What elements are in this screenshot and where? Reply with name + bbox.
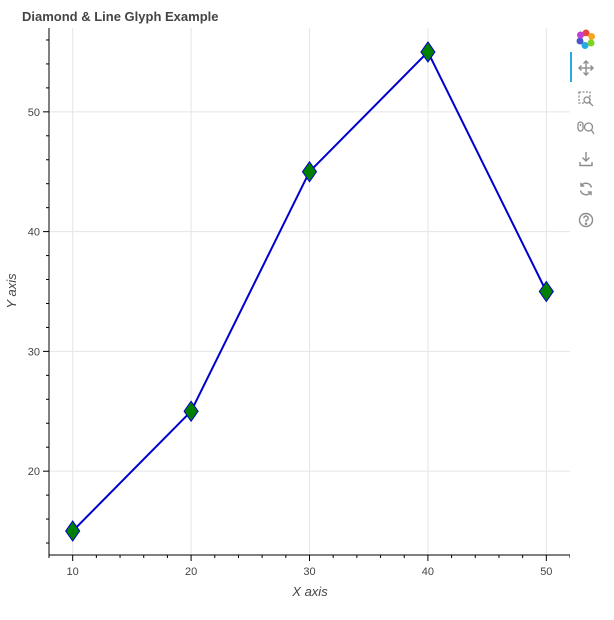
x-tick-label: 40	[422, 566, 434, 578]
wheel-zoom-icon[interactable]	[570, 115, 602, 141]
help-icon[interactable]	[570, 207, 602, 233]
x-tick-label: 20	[185, 566, 197, 578]
x-tick-label: 10	[67, 566, 79, 578]
box-zoom-icon[interactable]	[570, 86, 602, 112]
x-axis-ticks: 10 20 30 40 50	[48, 555, 570, 578]
y-tick-label: 50	[28, 107, 40, 119]
chart-title: Diamond & Line Glyph Example	[22, 9, 218, 24]
save-icon[interactable]	[570, 146, 602, 172]
diamond-point	[420, 41, 436, 63]
x-axis-label: X axis	[291, 584, 328, 599]
x-tick-label: 50	[540, 566, 552, 578]
y-tick-label: 30	[28, 346, 40, 358]
active-tool-indicator	[570, 52, 572, 82]
diamond-point	[301, 160, 318, 183]
reset-icon[interactable]	[570, 176, 602, 202]
series-group	[65, 41, 554, 542]
pan-icon[interactable]	[570, 55, 602, 81]
y-tick-label: 40	[28, 227, 40, 239]
y-axis-ticks: 20 30 40 50	[28, 39, 49, 544]
diamond-point	[65, 520, 81, 542]
bokeh-logo-icon[interactable]	[570, 26, 602, 52]
y-tick-label: 20	[28, 466, 40, 478]
y-axis-label: Y axis	[4, 273, 19, 309]
chart: Diamond & Line Glyph Example 10 20 30 40 50 …	[4, 9, 570, 599]
x-tick-label: 30	[303, 566, 315, 578]
diamond-point	[183, 400, 199, 423]
diamond-point	[538, 280, 554, 303]
